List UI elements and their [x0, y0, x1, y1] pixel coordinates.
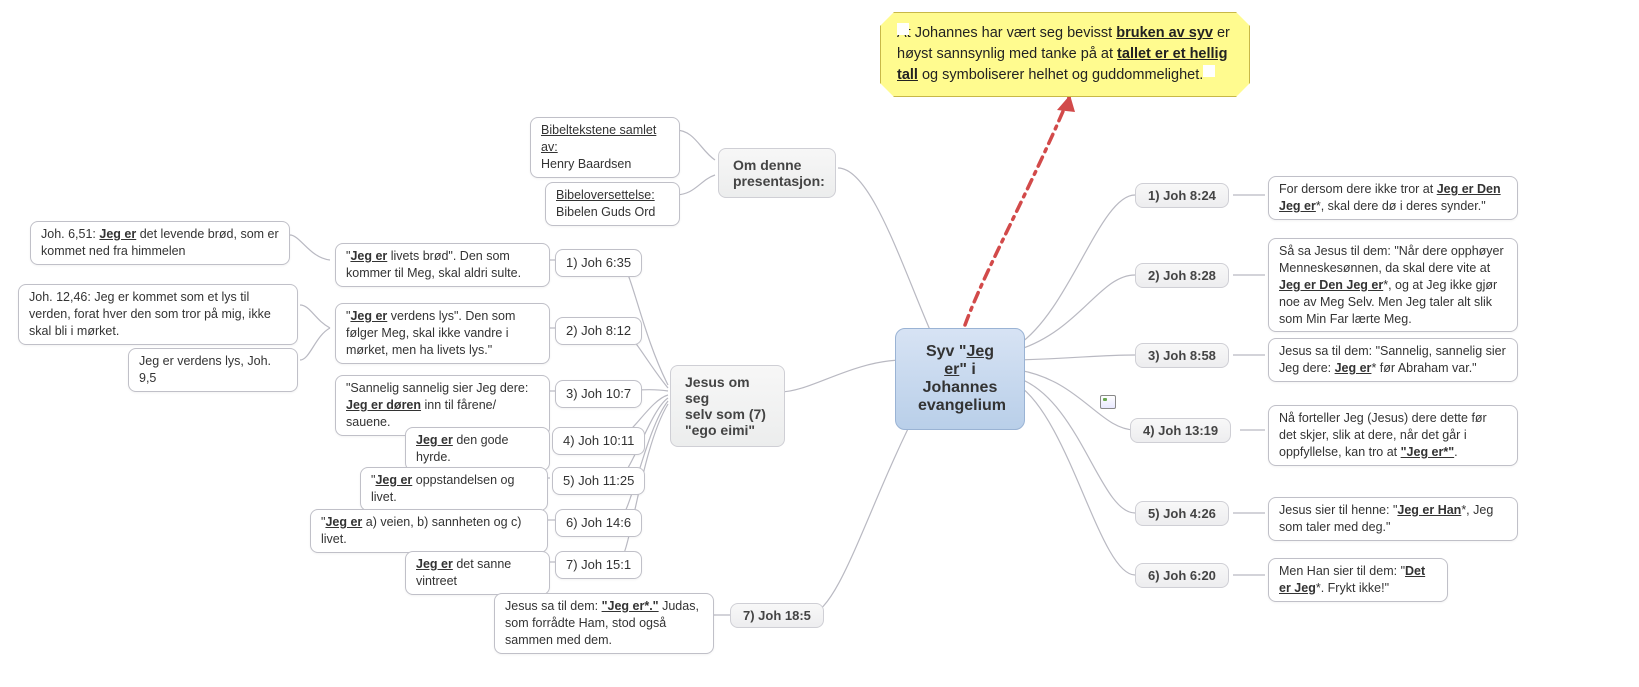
- t: 6) Joh 6:20: [1148, 568, 1216, 583]
- ego-ref-7[interactable]: 7) Joh 15:1: [555, 551, 642, 579]
- center-l2: Johannes: [923, 379, 998, 396]
- about-translation: Bibeloversettelse: Bibelen Guds Ord: [545, 182, 680, 226]
- d: *. Frykt ikke!": [1316, 581, 1389, 595]
- ego-ref-4[interactable]: 4) Joh 10:11: [552, 427, 645, 455]
- t: 3) Joh 8:58: [1148, 348, 1216, 363]
- right-ref-4[interactable]: 4) Joh 13:19: [1130, 418, 1231, 443]
- ego-ref-1[interactable]: 1) Joh 6:35: [555, 249, 642, 277]
- d: For dersom dere ikke tror at: [1279, 182, 1437, 196]
- d: Jeg er døren: [346, 398, 421, 412]
- ego-b: Jesus: [685, 374, 725, 390]
- d: Jeg er: [325, 515, 362, 529]
- d: "Sannelig sannelig sier Jeg dere:: [346, 381, 528, 395]
- right-ref-3[interactable]: 3) Joh 8:58: [1135, 343, 1229, 368]
- center-post: " i: [959, 361, 975, 378]
- ego-ref-3[interactable]: 3) Joh 10:7: [555, 380, 642, 408]
- about-a-label: Bibeltekstene samlet av:: [541, 123, 656, 154]
- callout-text: At Johannes har vært seg bevisst: [897, 25, 1116, 41]
- d: * før Abraham var.": [1371, 361, 1476, 375]
- t: 7) Joh 18:5: [743, 608, 811, 623]
- t: 1) Joh 8:24: [1148, 188, 1216, 203]
- ego-l3: "ego eimi": [685, 422, 755, 438]
- about-title[interactable]: Om denne presentasjon:: [718, 148, 836, 198]
- t: 2) Joh 8:28: [1148, 268, 1216, 283]
- callout-note: At Johannes har vært seg bevisst bruken …: [880, 12, 1250, 97]
- d: *, skal dere dø i deres synder.": [1316, 199, 1486, 213]
- callout-t3: og symboliserer helhet og guddommelighet…: [918, 67, 1203, 83]
- d: Jeg er: [1335, 361, 1372, 375]
- d: Joh. 6,51:: [41, 227, 99, 241]
- center-pre: Syv ": [926, 343, 967, 360]
- ego-ref-2[interactable]: 2) Joh 8:12: [555, 317, 642, 345]
- ego-desc-7: Jeg er det sanne vintreet: [405, 551, 550, 595]
- right-desc-5: Jesus sier til henne: "Jeg er Han*, Jeg …: [1268, 497, 1518, 541]
- center-node[interactable]: Syv "Jeg er" i Johannes evangelium: [895, 328, 1025, 430]
- callout-u1: bruken av syv: [1116, 25, 1213, 41]
- ego-extra-2a: Joh. 12,46: Jeg er kommet som et lys til…: [18, 284, 298, 345]
- ego-desc-1: "Jeg er livets brød". Den som kommer til…: [335, 243, 550, 287]
- ego-desc-4: Jeg er den gode hyrde.: [405, 427, 550, 471]
- center-l3: evangelium: [918, 397, 1006, 414]
- ego-desc-5: "Jeg er oppstandelsen og livet.: [360, 467, 548, 511]
- ego-extra-2b: Jeg er verdens lys, Joh. 9,5: [128, 348, 298, 392]
- t: 2) Joh 8:12: [566, 323, 631, 338]
- right-ref-2[interactable]: 2) Joh 8:28: [1135, 263, 1229, 288]
- right-desc-2: Så sa Jesus til dem: "Når dere opphøyer …: [1268, 238, 1518, 332]
- ego-desc-2: "Jeg er verdens lys". Den som følger Meg…: [335, 303, 550, 364]
- d: "Jeg er*": [1401, 445, 1455, 459]
- d: Jeg er: [375, 473, 412, 487]
- bottom-ref-7[interactable]: 7) Joh 18:5: [730, 603, 824, 628]
- about-b-label: Bibeloversettelse:: [556, 188, 655, 202]
- d: .: [1454, 445, 1457, 459]
- d: Jesus sier til henne: ": [1279, 503, 1397, 517]
- about-title-text: Om denne presentasjon:: [733, 157, 825, 189]
- d: Så sa Jesus til dem: "Når dere opphøyer …: [1279, 244, 1504, 275]
- about-b-value: Bibelen Guds Ord: [556, 205, 655, 219]
- ego-ref-6[interactable]: 6) Joh 14:6: [555, 509, 642, 537]
- right-desc-6: Men Han sier til dem: "Det er Jeg*. Fryk…: [1268, 558, 1448, 602]
- right-desc-3: Jesus sa til dem: "Sannelig, sannelig si…: [1268, 338, 1518, 382]
- d: Jeg er verdens lys, Joh. 9,5: [139, 354, 271, 385]
- image-icon: [1100, 395, 1116, 409]
- d: Jeg er: [350, 309, 387, 323]
- right-ref-1[interactable]: 1) Joh 8:24: [1135, 183, 1229, 208]
- d: Jeg er Han: [1397, 503, 1461, 517]
- t: 6) Joh 14:6: [566, 515, 631, 530]
- ego-hub[interactable]: Jesus om seg selv som (7) "ego eimi": [670, 365, 785, 447]
- d: Men Han sier til dem: ": [1279, 564, 1405, 578]
- d: "Jeg er*.": [602, 599, 659, 613]
- t: 7) Joh 15:1: [566, 557, 631, 572]
- right-desc-1: For dersom dere ikke tror at Jeg er Den …: [1268, 176, 1518, 220]
- right-ref-5[interactable]: 5) Joh 4:26: [1135, 501, 1229, 526]
- t: 5) Joh 4:26: [1148, 506, 1216, 521]
- about-collector: Bibeltekstene samlet av: Henry Baardsen: [530, 117, 680, 178]
- ego-ref-5[interactable]: 5) Joh 11:25: [552, 467, 645, 495]
- t: 3) Joh 10:7: [566, 386, 631, 401]
- d: Jeg er: [416, 433, 453, 447]
- ego-ref-1-t: 1) Joh 6:35: [566, 255, 631, 270]
- t: 4) Joh 13:19: [1143, 423, 1218, 438]
- ego-desc-6: "Jeg er a) veien, b) sannheten og c) liv…: [310, 509, 548, 553]
- d: Jeg er: [99, 227, 136, 241]
- d: Jeg er Den Jeg er: [1279, 278, 1383, 292]
- d: Jeg er: [416, 557, 453, 571]
- ego-extra-1: Joh. 6,51: Jeg er det levende brød, som …: [30, 221, 290, 265]
- d: Joh. 12,46: Jeg er kommet som et lys til…: [29, 290, 271, 338]
- bottom-desc-7: Jesus sa til dem: "Jeg er*." Judas, som …: [494, 593, 714, 654]
- right-desc-4: Nå forteller Jeg (Jesus) dere dette før …: [1268, 405, 1518, 466]
- d: Jesus sa til dem:: [505, 599, 602, 613]
- ego-l2: selv som (7): [685, 406, 766, 422]
- d: Jeg er: [350, 249, 387, 263]
- about-a-value: Henry Baardsen: [541, 157, 631, 171]
- t: 4) Joh 10:11: [563, 433, 634, 448]
- right-ref-6[interactable]: 6) Joh 6:20: [1135, 563, 1229, 588]
- t: 5) Joh 11:25: [563, 473, 634, 488]
